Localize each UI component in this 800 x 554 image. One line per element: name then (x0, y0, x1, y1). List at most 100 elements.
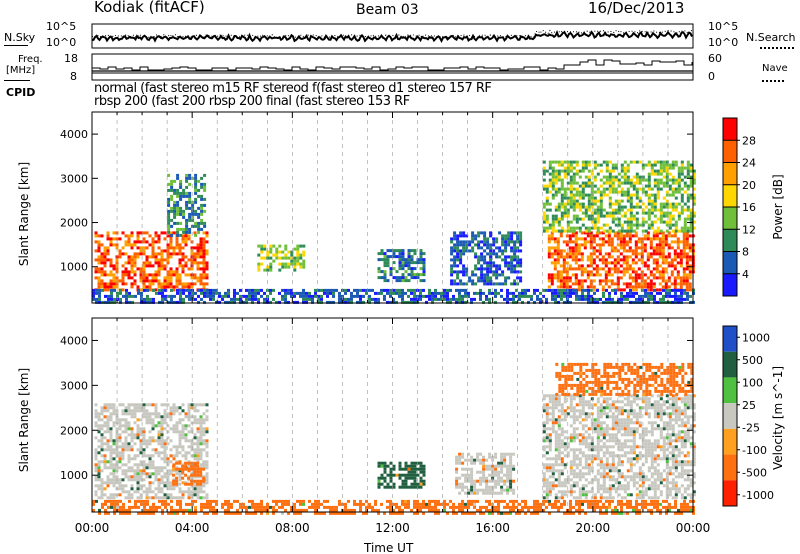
data-cell (650, 193, 654, 197)
data-cell (254, 297, 257, 301)
data-cell (592, 237, 596, 241)
data-cell (626, 475, 630, 479)
data-cell (611, 184, 615, 188)
data-cell (610, 237, 614, 241)
data-cell (194, 200, 198, 204)
data-cell (566, 226, 570, 230)
data-cell (602, 496, 606, 500)
power-region-5 (547, 231, 695, 292)
data-cell (542, 217, 546, 221)
data-cell (583, 240, 587, 244)
data-cell (281, 256, 285, 260)
data-cell (584, 418, 588, 422)
data-cell (193, 475, 197, 479)
data-cell (477, 231, 481, 235)
data-cell (419, 261, 423, 265)
data-cell (542, 172, 546, 176)
data-cell (224, 300, 227, 304)
data-cell (118, 433, 122, 437)
data-cell (605, 397, 609, 401)
data-cell (656, 169, 660, 173)
data-cell (599, 472, 603, 476)
y-tick-label: 3000 (60, 172, 88, 185)
data-cell (112, 478, 116, 482)
data-cell (575, 193, 579, 197)
data-cell (562, 249, 566, 253)
data-cell (97, 469, 101, 473)
data-cell (368, 300, 371, 304)
data-cell (518, 291, 521, 295)
data-cell (482, 455, 486, 459)
data-cell (575, 433, 579, 437)
data-cell (176, 221, 180, 225)
data-cell (166, 412, 170, 416)
data-cell (184, 473, 188, 477)
data-cell (617, 190, 621, 194)
data-cell (551, 415, 555, 419)
data-cell (311, 300, 314, 304)
data-cell (647, 300, 650, 304)
data-cell (199, 457, 203, 461)
data-cell (662, 220, 666, 224)
data-cell (401, 261, 405, 265)
data-cell (323, 291, 326, 295)
data-cell (583, 267, 587, 271)
data-cell (664, 270, 668, 274)
data-cell (643, 285, 647, 289)
data-cell (160, 421, 164, 425)
data-cell (491, 464, 495, 468)
data-cell (477, 258, 481, 262)
data-cell (410, 255, 414, 259)
data-cell (554, 291, 557, 295)
data-cell (635, 202, 639, 206)
data-cell (489, 276, 493, 280)
data-cell (599, 409, 603, 413)
data-cell (670, 240, 674, 244)
data-cell (616, 276, 620, 280)
data-cell (513, 264, 517, 268)
data-cell (401, 297, 404, 301)
data-cell (413, 464, 417, 468)
data-cell (572, 463, 576, 467)
data-cell (299, 256, 303, 260)
data-cell (572, 291, 575, 295)
data-cell (94, 412, 98, 416)
data-cell (392, 267, 396, 271)
data-cell (545, 288, 548, 292)
data-cell (504, 255, 508, 259)
data-cell (557, 205, 561, 209)
data-cell (106, 237, 110, 241)
data-cell (620, 412, 624, 416)
data-cell (456, 258, 460, 262)
data-cell (148, 436, 152, 440)
data-cell (614, 424, 618, 428)
data-cell (127, 466, 131, 470)
data-cell (622, 261, 626, 265)
data-cell (611, 211, 615, 215)
data-cell (142, 436, 146, 440)
data-cell (290, 250, 294, 254)
data-cell (575, 187, 579, 191)
data-cell (572, 196, 576, 200)
nave-series (91, 59, 693, 71)
data-cell (157, 412, 161, 416)
data-cell (176, 191, 180, 195)
data-cell (94, 409, 98, 413)
data-cell (491, 291, 494, 295)
data-cell (519, 270, 523, 274)
data-cell (551, 475, 555, 479)
data-cell (620, 433, 624, 437)
data-cell (510, 267, 514, 271)
data-cell (392, 291, 395, 295)
data-cell (623, 160, 627, 164)
data-cell (509, 458, 513, 462)
data-cell (227, 294, 230, 298)
data-cell (519, 279, 523, 283)
data-cell (688, 258, 692, 262)
data-cell (551, 217, 555, 221)
data-cell (459, 261, 463, 265)
data-cell (668, 193, 672, 197)
data-cell (440, 294, 443, 298)
data-cell (380, 276, 384, 280)
data-cell (202, 467, 206, 471)
